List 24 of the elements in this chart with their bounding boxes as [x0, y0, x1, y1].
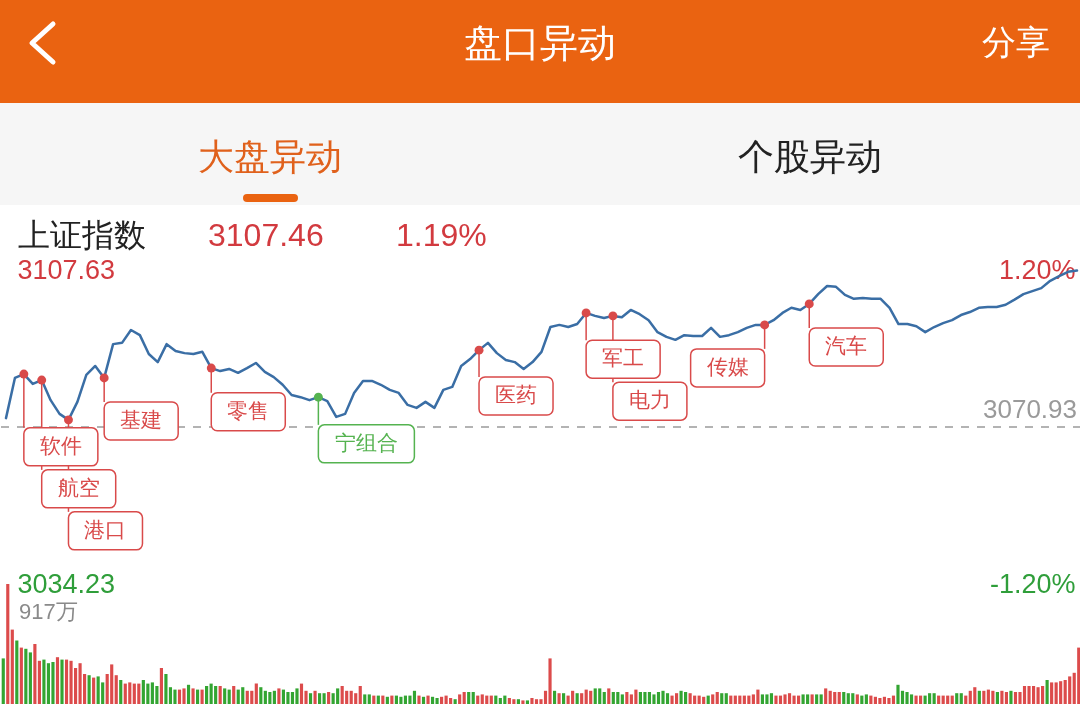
data-label: 汽车: [825, 333, 868, 357]
y2-tick-label: -1.20%: [989, 568, 1076, 599]
data-label: 宁组合: [334, 430, 398, 454]
ref-line-label: 3070.93: [983, 394, 1077, 424]
y-tick-label: 3107.63: [17, 254, 116, 285]
data-label: 零售: [227, 398, 270, 422]
data-label: 软件: [39, 433, 82, 457]
text: 个股异动: [737, 135, 883, 179]
data-label: 军工: [602, 346, 645, 370]
chart-title: 盘口异动: [463, 21, 617, 66]
data-label: 电力: [628, 388, 671, 412]
y2-tick-label: 1.20%: [998, 254, 1076, 285]
data-label: 港口: [84, 517, 127, 541]
data-label: 传媒: [706, 354, 749, 378]
text: 1.19%: [396, 217, 487, 253]
annotation: 917万: [19, 599, 78, 624]
text: 分享: [982, 22, 1050, 63]
text: 大盘异动: [197, 135, 343, 179]
data-label: 航空: [57, 475, 100, 499]
y-tick-label: 3034.23: [17, 568, 116, 599]
chart-subtitle: 上证指数: [18, 217, 146, 253]
data-label: 基建: [120, 407, 163, 431]
text: 3107.46: [208, 217, 324, 253]
data-label: 医药: [495, 382, 538, 406]
